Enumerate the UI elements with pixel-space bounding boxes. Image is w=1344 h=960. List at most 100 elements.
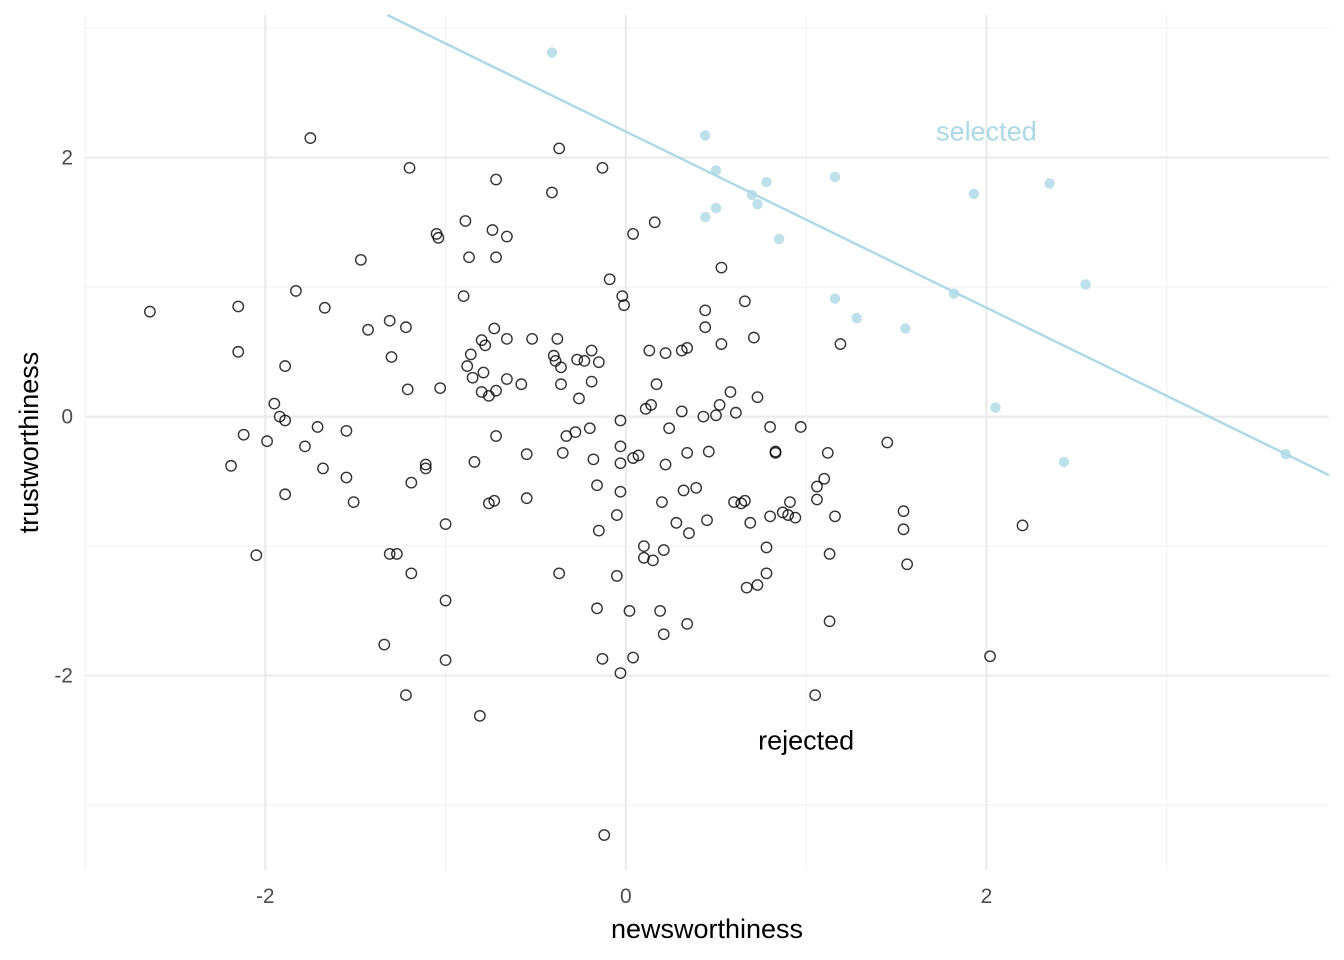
selected-point xyxy=(752,198,763,210)
rejected-point xyxy=(738,494,751,507)
rejected-point xyxy=(488,322,501,335)
rejected-point xyxy=(823,615,836,628)
rejected-point xyxy=(486,224,499,236)
rejected-point xyxy=(405,567,418,580)
rejected-point xyxy=(740,581,753,594)
rejected-point xyxy=(500,230,513,243)
selected-point xyxy=(773,233,785,245)
rejected-point xyxy=(627,651,639,664)
rejected-point xyxy=(690,481,703,494)
selected-point xyxy=(710,165,722,176)
rejected-point xyxy=(683,527,695,540)
rejected-point xyxy=(290,285,302,297)
y-axis-title: trustworthiness xyxy=(14,352,44,534)
rejected-point xyxy=(747,331,760,344)
rejected-point xyxy=(598,829,611,841)
rejected-point xyxy=(268,397,281,410)
rejected-point xyxy=(479,339,492,352)
rejected-point xyxy=(715,338,728,350)
rejected-point xyxy=(547,349,560,362)
rejected-point xyxy=(318,301,331,314)
rejected-point xyxy=(699,304,712,317)
selected-point xyxy=(710,202,722,214)
rejected-point xyxy=(592,356,605,369)
rejected-point xyxy=(405,476,418,489)
rejected-point xyxy=(794,421,807,433)
rejected-point xyxy=(789,511,802,524)
rejected-point xyxy=(400,321,412,334)
rejected-point xyxy=(738,295,751,308)
annotation-selected: selected xyxy=(936,117,1037,147)
rejected-point xyxy=(439,654,452,667)
rejected-point xyxy=(556,446,569,459)
rejected-point xyxy=(378,638,391,651)
rejected-point xyxy=(311,421,324,433)
rejected-point xyxy=(659,458,672,471)
rejected-point xyxy=(818,472,831,485)
rejected-point xyxy=(681,342,694,354)
rejected-point xyxy=(490,173,502,186)
rejected-point xyxy=(383,314,396,327)
rejected-point xyxy=(419,458,432,471)
rejected-point xyxy=(699,321,712,334)
rejected-point xyxy=(488,494,501,507)
rejected-point xyxy=(515,378,528,391)
major-gridlines xyxy=(85,15,1329,870)
rejected-point xyxy=(475,386,488,398)
rejected-point xyxy=(463,251,475,264)
rejected-point xyxy=(751,391,764,404)
selected-point xyxy=(900,323,911,334)
rejected-point xyxy=(261,435,273,448)
rejected-point xyxy=(490,430,502,442)
rejected-point xyxy=(391,548,403,560)
rejected-point xyxy=(811,480,823,493)
rejected-point xyxy=(340,471,353,484)
rejected-point xyxy=(656,496,668,508)
rejected-point xyxy=(614,485,627,498)
rejected-point xyxy=(632,449,645,462)
selection-threshold-line xyxy=(386,13,1330,477)
rejected-point xyxy=(555,378,567,391)
rejected-point xyxy=(596,161,609,174)
rejected-point xyxy=(299,440,311,453)
rejected-point xyxy=(464,348,477,361)
rejected-point xyxy=(744,516,757,529)
annotations: selected rejected xyxy=(758,117,1037,756)
rejected-point xyxy=(383,548,396,560)
rejected-point xyxy=(419,462,432,475)
rejected-point xyxy=(279,360,292,372)
rejected-point xyxy=(648,216,661,229)
selected-point xyxy=(851,312,862,324)
rejected-point xyxy=(618,299,630,312)
rejected-point xyxy=(760,567,773,580)
selected-point xyxy=(546,47,558,58)
rejected-point xyxy=(614,440,627,453)
rejected-point xyxy=(347,496,360,508)
rejected-point xyxy=(520,448,533,461)
annotation-rejected: rejected xyxy=(758,725,854,755)
rejected-point xyxy=(623,605,636,617)
rejected-point xyxy=(829,510,841,523)
rejected-point xyxy=(614,457,627,470)
y-tick-label: -2 xyxy=(54,665,73,688)
rejected-point xyxy=(710,409,722,422)
selected-point xyxy=(948,288,960,299)
rejected-point xyxy=(751,579,764,591)
rejected-point xyxy=(764,421,777,433)
rejected-point xyxy=(468,456,481,468)
rejected-point xyxy=(769,446,782,459)
rejected-point xyxy=(809,689,822,702)
rejected-point xyxy=(728,496,740,508)
rejected-point xyxy=(434,382,447,394)
x-tick-label: 0 xyxy=(620,885,632,908)
rejected-point xyxy=(587,453,600,466)
rejected-point xyxy=(553,567,566,580)
selected-point xyxy=(1080,279,1091,290)
rejected-point xyxy=(663,422,676,435)
selected-points xyxy=(546,47,1291,468)
rejected-point xyxy=(701,514,713,527)
rejected-point xyxy=(457,290,470,303)
rejected-point xyxy=(250,549,263,562)
rejected-point xyxy=(232,300,245,313)
rejected-point xyxy=(279,414,292,427)
